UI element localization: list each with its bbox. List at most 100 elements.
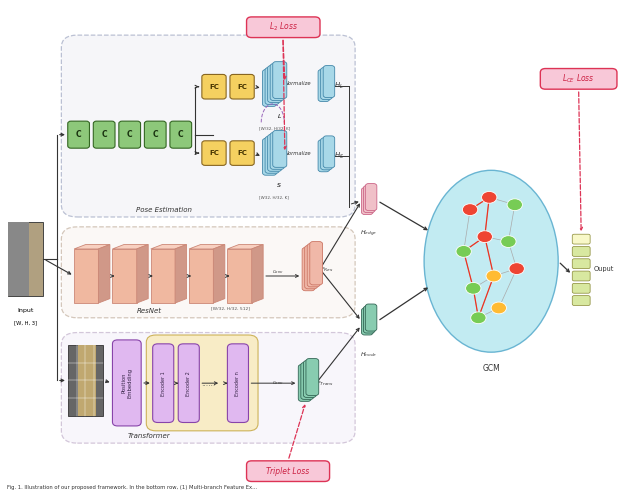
FancyBboxPatch shape <box>265 137 279 173</box>
FancyBboxPatch shape <box>572 283 590 293</box>
Text: [W32, H/32, K]: [W32, H/32, K] <box>259 195 289 199</box>
FancyBboxPatch shape <box>298 364 311 401</box>
Text: Position
Embedding: Position Embedding <box>122 368 132 398</box>
Polygon shape <box>74 245 110 249</box>
FancyBboxPatch shape <box>365 183 377 211</box>
Text: $L_2$ Loss: $L_2$ Loss <box>269 21 298 34</box>
Text: FC: FC <box>209 150 219 156</box>
FancyBboxPatch shape <box>305 246 317 289</box>
FancyBboxPatch shape <box>362 308 373 335</box>
FancyBboxPatch shape <box>270 133 284 169</box>
Text: [W/32, H/32, K]: [W/32, H/32, K] <box>259 126 291 130</box>
Polygon shape <box>252 245 263 303</box>
Text: ResNet: ResNet <box>137 308 162 314</box>
FancyBboxPatch shape <box>270 64 284 101</box>
Circle shape <box>507 199 522 211</box>
FancyBboxPatch shape <box>318 70 330 102</box>
Text: $H_S$: $H_S$ <box>334 151 344 161</box>
Text: C: C <box>152 130 158 139</box>
FancyBboxPatch shape <box>246 17 320 37</box>
FancyBboxPatch shape <box>310 242 323 285</box>
Circle shape <box>463 204 477 215</box>
Text: Transformer: Transformer <box>128 433 171 439</box>
Text: $H_L$: $H_L$ <box>334 81 344 91</box>
Circle shape <box>491 302 506 314</box>
Text: Normalize: Normalize <box>285 150 312 156</box>
FancyBboxPatch shape <box>301 362 314 399</box>
FancyBboxPatch shape <box>321 138 332 170</box>
Polygon shape <box>189 249 213 303</box>
Bar <box>8 222 44 296</box>
FancyBboxPatch shape <box>572 271 590 281</box>
Text: C: C <box>178 130 184 139</box>
FancyBboxPatch shape <box>306 358 319 395</box>
Bar <box>78 345 96 416</box>
FancyBboxPatch shape <box>61 35 355 217</box>
FancyBboxPatch shape <box>323 66 335 98</box>
Polygon shape <box>151 249 175 303</box>
FancyBboxPatch shape <box>268 135 282 171</box>
Circle shape <box>486 270 501 282</box>
Circle shape <box>509 263 524 275</box>
Text: [W, H, 3]: [W, H, 3] <box>14 320 38 325</box>
FancyBboxPatch shape <box>540 69 617 89</box>
Text: $F_{Res}$: $F_{Res}$ <box>320 265 333 274</box>
Text: Normalize: Normalize <box>285 81 312 86</box>
FancyBboxPatch shape <box>323 136 335 168</box>
Polygon shape <box>175 245 186 303</box>
FancyBboxPatch shape <box>262 70 276 106</box>
Circle shape <box>481 191 497 203</box>
Text: FC: FC <box>237 84 247 90</box>
Text: Pose Estimation: Pose Estimation <box>136 207 192 213</box>
Polygon shape <box>213 245 225 303</box>
Circle shape <box>500 236 516 247</box>
FancyBboxPatch shape <box>365 304 377 331</box>
FancyBboxPatch shape <box>170 121 191 148</box>
FancyBboxPatch shape <box>273 62 287 99</box>
Text: C: C <box>76 130 81 139</box>
FancyBboxPatch shape <box>318 140 330 172</box>
FancyBboxPatch shape <box>262 139 276 175</box>
Polygon shape <box>113 249 137 303</box>
FancyBboxPatch shape <box>119 121 141 148</box>
FancyBboxPatch shape <box>202 74 226 99</box>
FancyBboxPatch shape <box>227 344 248 423</box>
Polygon shape <box>113 245 148 249</box>
Polygon shape <box>189 245 225 249</box>
FancyBboxPatch shape <box>113 340 141 426</box>
Polygon shape <box>99 245 110 303</box>
Polygon shape <box>74 249 99 303</box>
FancyBboxPatch shape <box>202 141 226 165</box>
FancyBboxPatch shape <box>303 360 316 397</box>
Circle shape <box>466 282 481 294</box>
FancyBboxPatch shape <box>178 344 199 423</box>
Text: FC: FC <box>209 84 219 90</box>
Text: $L_{CE}$ Loss: $L_{CE}$ Loss <box>563 72 595 85</box>
Text: Encoder 2: Encoder 2 <box>186 371 191 395</box>
FancyBboxPatch shape <box>364 306 375 333</box>
Polygon shape <box>227 249 252 303</box>
Polygon shape <box>227 245 263 249</box>
FancyBboxPatch shape <box>230 74 254 99</box>
Text: $H_{node}$: $H_{node}$ <box>360 350 378 358</box>
FancyBboxPatch shape <box>61 333 355 443</box>
Text: $_{Conv}$: $_{Conv}$ <box>272 380 284 387</box>
FancyBboxPatch shape <box>147 335 258 431</box>
Text: Encoder n: Encoder n <box>236 371 241 395</box>
Circle shape <box>477 231 492 243</box>
FancyBboxPatch shape <box>362 187 373 214</box>
Text: Encoder 1: Encoder 1 <box>161 371 166 395</box>
Text: S: S <box>277 182 281 188</box>
Text: C: C <box>127 130 132 139</box>
Bar <box>8 222 29 296</box>
FancyBboxPatch shape <box>61 227 355 318</box>
Text: ......: ...... <box>201 379 216 387</box>
FancyBboxPatch shape <box>230 141 254 165</box>
Bar <box>68 345 103 416</box>
FancyBboxPatch shape <box>572 259 590 269</box>
Text: FC: FC <box>237 150 247 156</box>
Text: GCM: GCM <box>483 364 500 374</box>
FancyBboxPatch shape <box>572 296 590 306</box>
Text: L: L <box>277 114 281 119</box>
FancyBboxPatch shape <box>153 344 173 423</box>
